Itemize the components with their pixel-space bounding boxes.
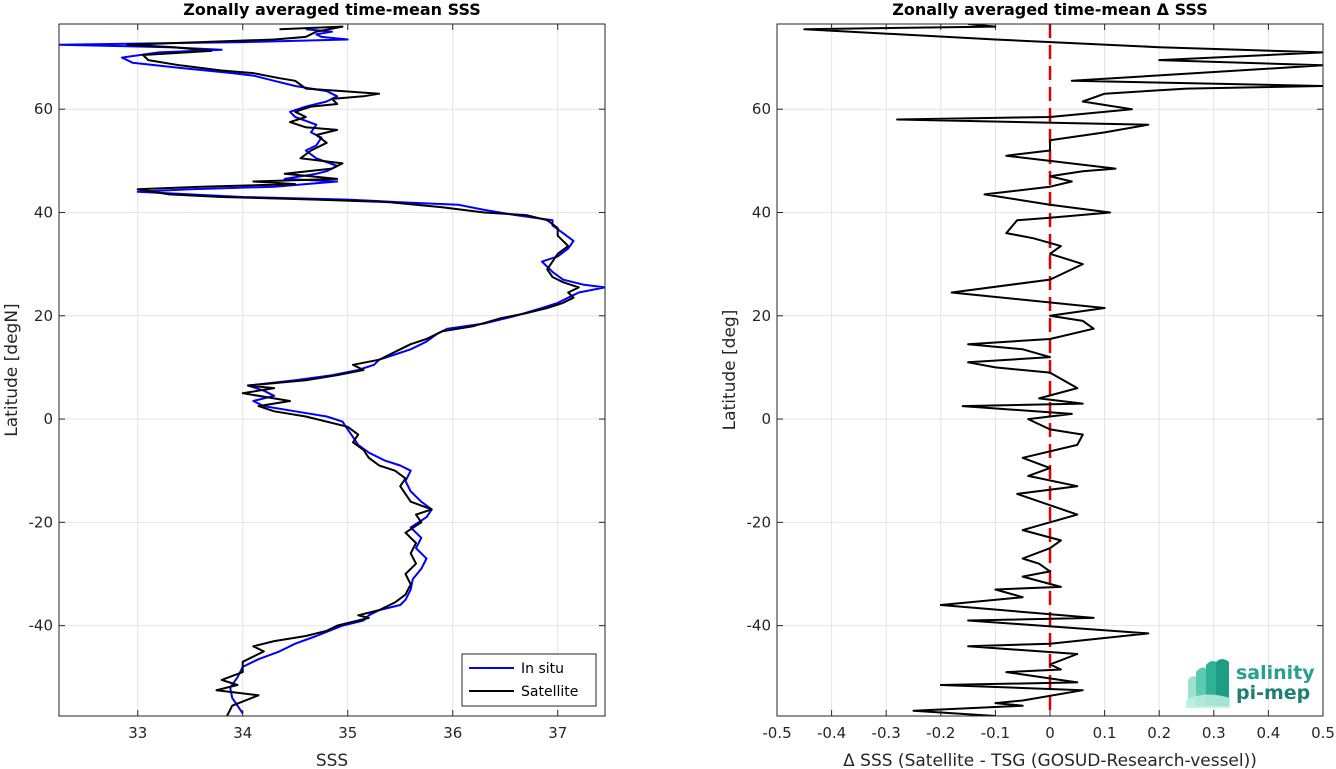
chart1-xlabel: Δ SSS (Satellite - TSG (GOSUD-Research-v… xyxy=(843,751,1257,769)
chart1-xtick-label: -0.5 xyxy=(762,724,791,742)
chart0-legend-label: In situ xyxy=(521,661,564,677)
chart0-axes-box xyxy=(58,23,606,717)
chart1-ytick-label: 0 xyxy=(761,410,771,428)
chart1-xtick-label: 0.1 xyxy=(1093,724,1117,742)
wave-logo-icon xyxy=(1186,659,1230,708)
chart1-xtick-label: 0.4 xyxy=(1256,724,1280,742)
logo-salinity-text: salinity xyxy=(1236,662,1315,684)
chart0-ytick-label: -20 xyxy=(29,513,54,531)
chart1-xtick-label: 0.5 xyxy=(1311,724,1335,742)
panel-delta-sss: -0.5 -0.4 -0.3 -0.2 -0.1 0 0.1 0.2 0.3 0.4 0.5 -40 -… xyxy=(720,0,1335,769)
chart1-xtick-label: 0.2 xyxy=(1147,724,1171,742)
chart0-series-line-satellite xyxy=(126,25,580,716)
chart1-xtick-label: 0 xyxy=(1045,724,1055,742)
chart0-ylabel: Latitude [degN] xyxy=(2,303,22,436)
chart0-legend: In situ Satellite xyxy=(461,653,597,707)
chart0-xtick-label: 35 xyxy=(338,724,357,742)
chart1-xtick-label: 0.3 xyxy=(1202,724,1226,742)
chart1-ytick-label: 40 xyxy=(752,203,771,221)
chart1-xtick-label: -0.4 xyxy=(817,724,846,742)
chart1-ytick-label: 20 xyxy=(752,307,771,325)
chart0-xtick-label: 34 xyxy=(233,724,252,742)
chart1-xtick-label: -0.1 xyxy=(981,724,1010,742)
chart0-xlabel: SSS xyxy=(316,751,348,769)
chart1-title: Zonally averaged time-mean Δ SSS xyxy=(892,0,1208,19)
chart0-legend-label: Satellite xyxy=(521,684,578,700)
chart1-ytick-label: 60 xyxy=(752,100,771,118)
chart0-xtick-label: 37 xyxy=(548,724,567,742)
chart0-legend-box xyxy=(461,653,597,707)
chart0-xtick-label: 36 xyxy=(443,724,462,742)
chart0-ytick-label: 0 xyxy=(43,410,53,428)
panel-sss: 33 34 35 36 37 -40 -20 0 20 40 60 Zonally averaged … xyxy=(2,0,606,769)
chart1-series-line-series-0 xyxy=(803,24,1323,716)
chart0-xtick-label: 33 xyxy=(128,724,147,742)
chart1-ytick-label: -40 xyxy=(747,617,772,635)
chart1-ylabel: Latitude [deg] xyxy=(720,310,740,431)
logo-pimep-text: pi-mep xyxy=(1236,682,1310,704)
chart0-ytick-label: -40 xyxy=(29,617,54,635)
chart0-ytick-label: 20 xyxy=(34,307,53,325)
chart0-ytick-label: 40 xyxy=(34,203,53,221)
salinity-pi-mep-logo: salinity pi-mep xyxy=(1186,659,1315,708)
chart0-plot-area xyxy=(59,24,605,716)
chart0-series-line-in-situ xyxy=(59,28,605,714)
chart1-xtick-label: -0.2 xyxy=(926,724,955,742)
chart1-xtick-label: -0.3 xyxy=(872,724,901,742)
chart1-ytick-label: -20 xyxy=(747,513,772,531)
chart0-title: Zonally averaged time-mean SSS xyxy=(183,0,481,19)
chart0-ytick-label: 60 xyxy=(34,100,53,118)
